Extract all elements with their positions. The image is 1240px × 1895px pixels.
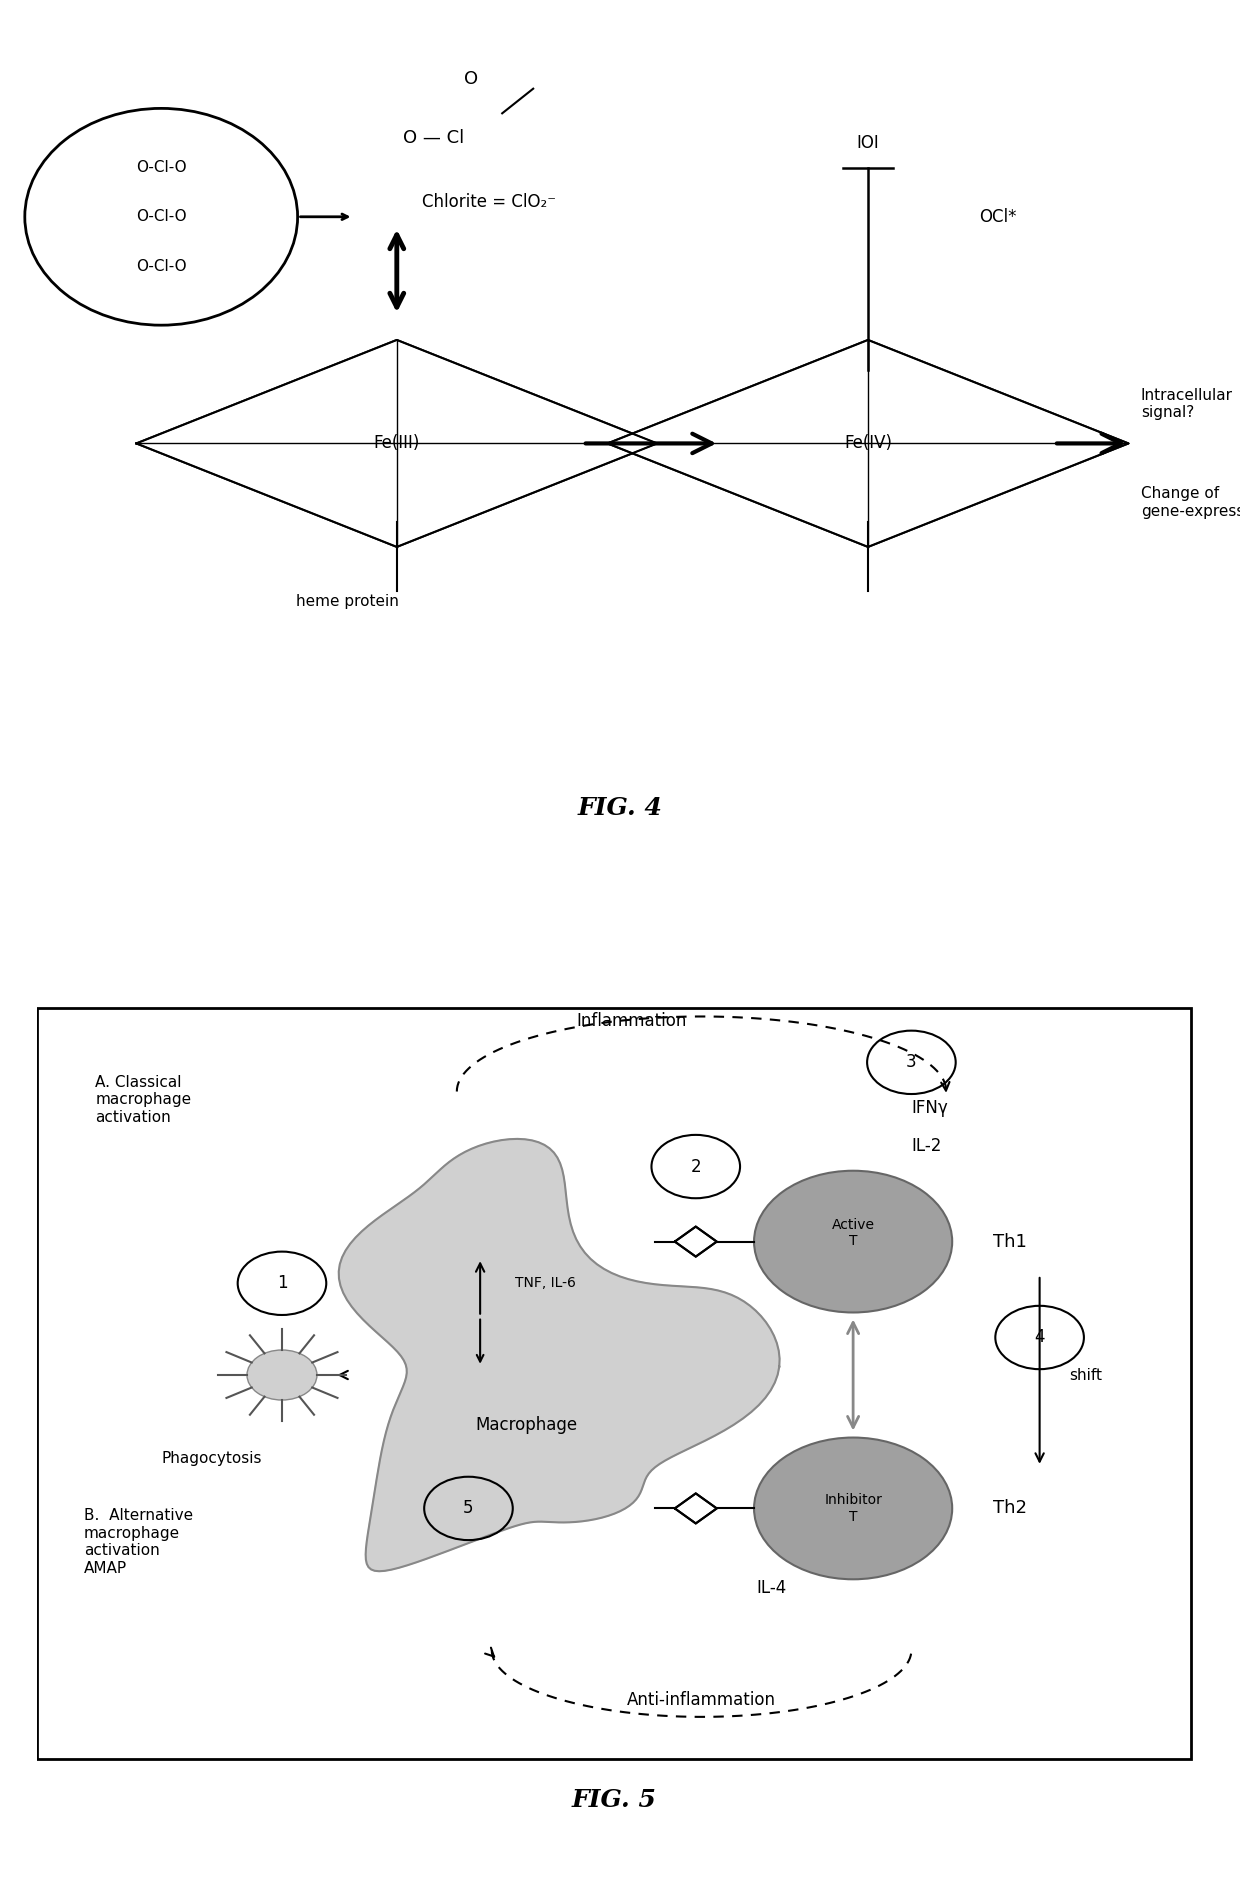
Text: O — Cl: O — Cl	[403, 129, 465, 148]
Text: IL-4: IL-4	[756, 1579, 786, 1597]
Text: IOI: IOI	[857, 135, 879, 152]
Text: 1: 1	[277, 1273, 288, 1292]
Text: Intracellular
signal?: Intracellular signal?	[1141, 388, 1233, 421]
Text: Fe(IV): Fe(IV)	[844, 434, 892, 453]
Text: shift: shift	[1069, 1368, 1102, 1383]
Text: Chlorite = ClO₂⁻: Chlorite = ClO₂⁻	[422, 193, 556, 210]
Circle shape	[247, 1349, 317, 1400]
Text: 5: 5	[464, 1499, 474, 1518]
Circle shape	[754, 1438, 952, 1579]
Polygon shape	[675, 1226, 717, 1256]
Text: O-Cl-O: O-Cl-O	[136, 208, 186, 224]
Text: 4: 4	[1034, 1328, 1045, 1347]
Text: IL-2: IL-2	[911, 1137, 941, 1154]
Polygon shape	[136, 339, 657, 548]
Text: 3: 3	[906, 1054, 916, 1071]
Text: Inhibitor
T: Inhibitor T	[825, 1493, 882, 1524]
Text: Change of
gene-expression: Change of gene-expression	[1141, 487, 1240, 519]
Circle shape	[754, 1171, 952, 1313]
Text: B.  Alternative
macrophage
activation
AMAP: B. Alternative macrophage activation AMA…	[84, 1508, 193, 1575]
Text: FIG. 4: FIG. 4	[578, 796, 662, 821]
Text: O-Cl-O: O-Cl-O	[136, 159, 186, 174]
Text: Anti-inflammation: Anti-inflammation	[627, 1690, 776, 1709]
Polygon shape	[675, 1493, 717, 1524]
Text: TNF, IL-6: TNF, IL-6	[515, 1277, 575, 1290]
Text: Active
T: Active T	[832, 1218, 874, 1249]
Text: Th2: Th2	[993, 1499, 1027, 1518]
Text: Phagocytosis: Phagocytosis	[161, 1452, 263, 1467]
Text: Fe(III): Fe(III)	[373, 434, 420, 453]
Text: Th1: Th1	[993, 1232, 1027, 1251]
Text: Inflammation: Inflammation	[577, 1012, 687, 1029]
Text: Macrophage: Macrophage	[476, 1416, 578, 1435]
Polygon shape	[339, 1139, 780, 1571]
Text: IFNγ: IFNγ	[911, 1099, 949, 1118]
Polygon shape	[608, 339, 1128, 548]
Text: A. Classical
macrophage
activation: A. Classical macrophage activation	[95, 1074, 192, 1124]
Text: FIG. 5: FIG. 5	[572, 1789, 657, 1812]
Text: heme protein: heme protein	[296, 593, 398, 608]
Text: O-Cl-O: O-Cl-O	[136, 258, 186, 273]
FancyBboxPatch shape	[37, 1008, 1192, 1759]
Text: 2: 2	[691, 1158, 701, 1175]
Text: OCl*: OCl*	[980, 208, 1017, 226]
Text: O: O	[464, 70, 479, 87]
